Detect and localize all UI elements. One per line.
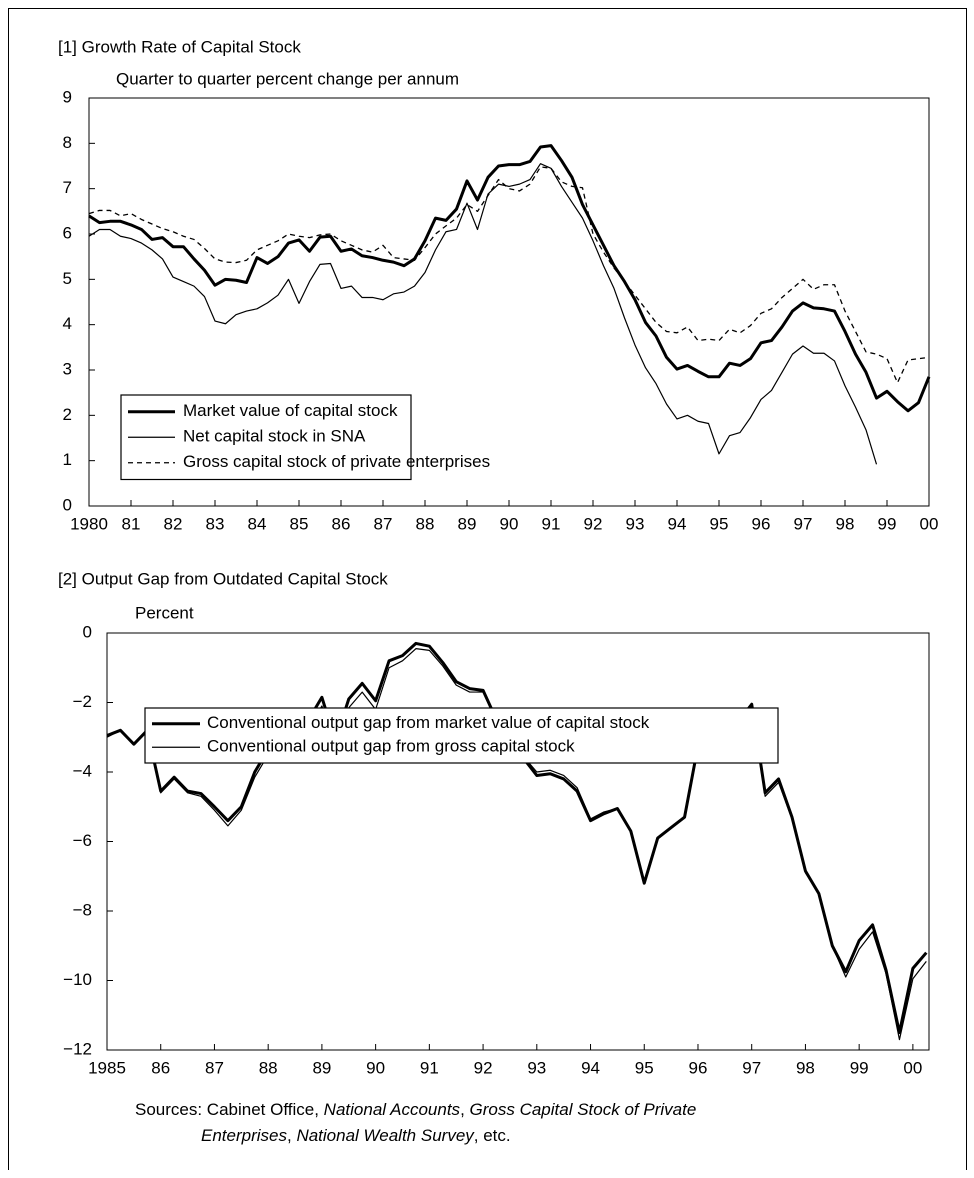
x-tick-label: 94 [668, 514, 687, 533]
y-tick-label: −12 [63, 1039, 92, 1058]
source-title: Gross Capital Stock of Private [469, 1100, 697, 1119]
y-tick-label: 6 [63, 223, 72, 242]
series-line [88, 144, 931, 413]
x-tick-label: 95 [635, 1058, 654, 1077]
source-text: , [286, 1126, 297, 1145]
x-tick-label: 83 [206, 514, 225, 533]
frame [8, 8, 967, 1170]
y-tick-label: −10 [63, 970, 92, 989]
x-tick-label: 89 [312, 1058, 331, 1077]
legend-box [144, 707, 779, 764]
y-tick-label: 8 [63, 133, 72, 152]
x-tick-label: 85 [290, 514, 309, 533]
legend-label: Conventional output gap from gross capit… [207, 737, 575, 756]
x-tick-label: 1980 [70, 514, 108, 533]
x-tick-label: 98 [796, 1058, 815, 1077]
x-tick-label: 90 [500, 514, 519, 533]
x-tick-label: 86 [151, 1058, 170, 1077]
source-title: Enterprises [201, 1126, 287, 1145]
source-text: , [460, 1100, 470, 1119]
sources-line: Sources: Cabinet Office, National Accoun… [135, 1100, 696, 1120]
legend-label: Conventional output gap from market valu… [207, 713, 650, 732]
y-tick-label: 2 [63, 405, 72, 424]
legend-label: Gross capital stock of private enterpris… [183, 452, 490, 471]
x-tick-label: 86 [332, 514, 351, 533]
y-tick-label: −2 [73, 692, 92, 711]
plot-area [106, 632, 930, 1051]
y-tick-label: −4 [73, 761, 92, 780]
legend-label: Net capital stock in SNA [183, 427, 366, 446]
x-tick-label: 92 [474, 1058, 493, 1077]
y-tick-label: 4 [63, 314, 72, 333]
x-tick-label: 00 [903, 1058, 922, 1077]
y-tick-label: 7 [63, 178, 72, 197]
x-tick-label: 1985 [88, 1058, 126, 1077]
x-tick-label: 89 [458, 514, 477, 533]
x-tick-label: 93 [626, 514, 645, 533]
x-tick-label: 98 [836, 514, 855, 533]
x-tick-label: 84 [248, 514, 267, 533]
y-axis-label: Percent [135, 603, 194, 622]
source-title: National Wealth Survey [296, 1126, 474, 1145]
x-tick-label: 88 [259, 1058, 278, 1077]
x-tick-label: 92 [584, 514, 603, 533]
x-tick-label: 94 [581, 1058, 600, 1077]
sources-line: Enterprises, National Wealth Survey, etc… [201, 1126, 511, 1146]
legend-label: Market value of capital stock [183, 401, 398, 420]
y-tick-label: 0 [63, 495, 72, 514]
x-tick-label: 93 [527, 1058, 546, 1077]
x-tick-label: 96 [752, 514, 771, 533]
y-axis-label: Quarter to quarter percent change per an… [116, 69, 459, 88]
x-tick-label: 97 [794, 514, 813, 533]
chart-title: [1] Growth Rate of Capital Stock [58, 37, 301, 56]
chart-title: [2] Output Gap from Outdated Capital Sto… [58, 569, 388, 588]
x-tick-label: 87 [374, 514, 393, 533]
source-title: National Accounts [323, 1100, 461, 1119]
x-tick-label: 91 [420, 1058, 439, 1077]
x-tick-label: 81 [122, 514, 141, 533]
x-tick-label: 91 [542, 514, 561, 533]
y-tick-label: 5 [63, 269, 72, 288]
y-tick-label: 3 [63, 359, 72, 378]
x-tick-label: 99 [878, 514, 897, 533]
x-tick-label: 87 [205, 1058, 224, 1077]
series-line [88, 163, 878, 465]
x-tick-label: 95 [710, 514, 729, 533]
series-line [106, 641, 928, 1035]
source-text: Sources: Cabinet Office, [135, 1100, 324, 1119]
series-line [88, 166, 930, 384]
y-tick-label: 1 [63, 450, 72, 469]
x-tick-label: 96 [689, 1058, 708, 1077]
series-line [106, 648, 927, 1041]
x-tick-label: 90 [366, 1058, 385, 1077]
x-tick-label: 97 [742, 1058, 761, 1077]
y-tick-label: −8 [73, 900, 92, 919]
y-tick-label: −6 [73, 831, 92, 850]
x-tick-label: 82 [164, 514, 183, 533]
y-tick-label: 9 [63, 87, 72, 106]
x-tick-label: 99 [850, 1058, 869, 1077]
y-tick-label: 0 [83, 622, 92, 641]
source-text: , etc. [473, 1126, 511, 1145]
x-tick-label: 88 [416, 514, 435, 533]
x-tick-label: 00 [920, 514, 939, 533]
